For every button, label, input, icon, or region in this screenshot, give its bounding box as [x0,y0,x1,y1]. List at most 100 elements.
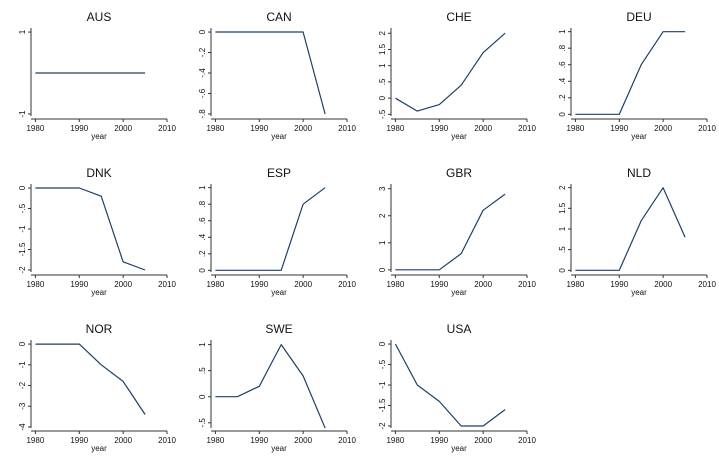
x-tick-label: 2010 [158,280,176,289]
x-axis-label: year [451,444,467,453]
y-tick-label: -.5 [378,359,387,369]
x-tick-label: 2000 [654,124,672,133]
x-tick-label: 2010 [518,280,536,289]
panel-usa: USA 0 -.5 -1 -1.5 -2 1980 1990 2000 2010 year [378,322,536,453]
y-tick-label: 0 [18,341,27,346]
x-tick-label: 2000 [654,280,672,289]
x-tick-label: 1980 [386,436,404,445]
y-tick-label: 3 [378,186,387,191]
x-tick-label: 2010 [518,124,536,133]
panel-title: USA [447,322,472,336]
x-axis-label: year [631,132,647,141]
y-tick-label: -.4 [198,68,207,78]
y-tick-label: .6 [198,217,207,224]
y-tick-label: .4 [198,233,207,240]
y-tick-label: 2 [378,213,387,218]
x-tick-label: 2000 [114,436,132,445]
panel-title: ESP [267,166,291,180]
series-line [35,187,146,271]
panel-title: DNK [86,166,111,180]
x-axis-label: year [91,444,107,453]
y-tick-label: 0 [198,268,207,273]
x-axis-label: year [271,444,287,453]
y-tick-label: .6 [558,61,567,68]
x-tick-label: 1990 [250,124,268,133]
y-tick-label: .8 [558,44,567,51]
y-tick-label: .5 [198,367,207,374]
y-tick-label: 2 [558,185,567,190]
panel-esp: ESP 0 .2 .4 .6 .8 1 1980 1990 2000 2010 year [198,166,356,297]
y-tick-label: .8 [198,200,207,207]
y-tick-label: .4 [558,77,567,84]
x-tick-label: 2000 [294,436,312,445]
panel-title: GBR [446,166,472,180]
panel-title: DEU [626,10,651,24]
x-tick-label: 1980 [566,124,584,133]
x-tick-label: 1980 [206,124,224,133]
y-tick-label: -2 [378,422,387,430]
y-tick-label: -2 [18,266,27,274]
x-tick-label: 1980 [26,280,44,289]
x-tick-label: 1980 [386,280,404,289]
x-axis-label: year [91,132,107,141]
x-axis-label: year [451,132,467,141]
x-tick-label: 1990 [70,436,88,445]
x-tick-label: 2010 [518,436,536,445]
x-tick-label: 2000 [294,124,312,133]
x-axis-label: year [631,288,647,297]
x-axis-label: year [451,288,467,297]
y-tick-label: 0 [378,341,387,346]
x-axis-label: year [271,132,287,141]
x-tick-label: 1990 [430,280,448,289]
y-tick-label: -1 [18,110,27,118]
y-tick-label: -.5 [198,418,207,428]
x-tick-label: 1980 [206,280,224,289]
x-tick-label: 2010 [338,436,356,445]
y-tick-label: .5 [558,246,567,253]
x-tick-label: 2000 [114,124,132,133]
series-line [395,193,506,271]
y-tick-label: 1 [558,29,567,34]
panel-title: NLD [627,166,651,180]
x-tick-label: 2010 [338,280,356,289]
x-tick-label: 1980 [26,124,44,133]
panel-swe: SWE 1 .5 0 -.5 1980 1990 2000 2010 year [198,322,356,453]
y-tick-label: -.2 [198,47,207,57]
x-tick-label: 2000 [294,280,312,289]
series-line [215,344,326,429]
panel-title: SWE [265,322,292,336]
x-tick-label: 2010 [158,124,176,133]
y-tick-label: 0 [558,112,567,117]
x-tick-label: 1990 [250,436,268,445]
x-tick-label: 1990 [610,124,628,133]
x-tick-label: 2010 [698,280,716,289]
x-tick-label: 1990 [430,436,448,445]
y-tick-label: 1 [558,226,567,231]
x-tick-label: 1980 [206,436,224,445]
y-tick-label: 1.5 [378,43,387,55]
x-axis-label: year [271,288,287,297]
x-tick-label: 1990 [70,124,88,133]
x-tick-label: 1980 [566,280,584,289]
panel-aus: AUS -1 1 1980 1990 2000 2010 year [18,10,176,141]
series-line [575,187,686,271]
y-tick-label: 1.5 [558,202,567,214]
y-tick-label: 0 [558,268,567,273]
series-line [215,31,326,115]
x-tick-label: 1990 [610,280,628,289]
series-line [395,32,506,112]
y-tick-label: -1.5 [378,398,387,412]
y-tick-label: 0 [198,394,207,399]
y-tick-label: 0 [18,185,27,190]
y-tick-label: 0 [378,95,387,100]
y-tick-label: -1 [18,361,27,369]
x-tick-label: 1980 [386,124,404,133]
y-tick-label: -4 [18,423,27,431]
y-tick-label: 2 [378,30,387,35]
y-tick-label: .2 [198,250,207,257]
x-axis-label: year [91,288,107,297]
x-tick-label: 2000 [114,280,132,289]
y-tick-label: -1 [378,381,387,389]
panel-title: NOR [86,322,113,336]
